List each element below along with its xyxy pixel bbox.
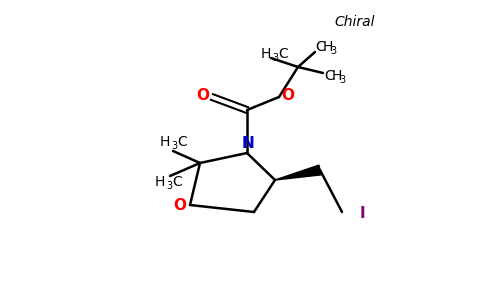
Text: C: C: [172, 175, 182, 189]
Text: N: N: [242, 136, 255, 152]
Text: H: H: [332, 69, 342, 83]
Text: I: I: [360, 206, 365, 221]
Text: H: H: [323, 40, 333, 54]
Text: C: C: [177, 135, 187, 149]
Text: H: H: [154, 175, 165, 189]
Text: C: C: [324, 69, 334, 83]
Polygon shape: [275, 165, 321, 180]
Text: 3: 3: [166, 181, 172, 191]
Text: Chiral: Chiral: [335, 15, 375, 29]
Text: C: C: [278, 47, 288, 61]
Text: 3: 3: [171, 141, 177, 151]
Text: 3: 3: [272, 53, 278, 63]
Text: 3: 3: [339, 75, 345, 85]
Text: 3: 3: [330, 46, 336, 56]
Text: H: H: [160, 135, 170, 149]
Text: O: O: [197, 88, 210, 104]
Text: O: O: [282, 88, 294, 104]
Text: C: C: [315, 40, 325, 54]
Text: H: H: [260, 47, 271, 61]
Text: O: O: [173, 199, 186, 214]
